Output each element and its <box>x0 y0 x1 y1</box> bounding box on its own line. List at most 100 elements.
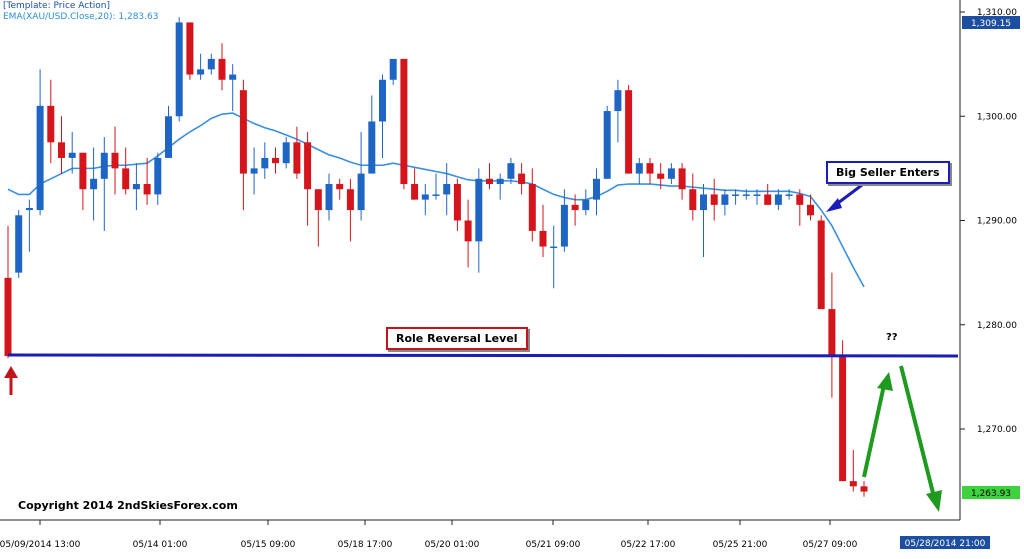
bear-candle <box>860 486 868 492</box>
bull-candle <box>154 157 162 195</box>
bear-candle <box>79 152 87 190</box>
bear-candle <box>764 194 772 205</box>
bear-candle <box>411 184 419 200</box>
bear-candle <box>239 90 247 174</box>
bear-candle <box>186 22 194 75</box>
x-tick-label: 05/09/2014 13:00 <box>0 540 81 550</box>
bull-candle <box>379 79 386 122</box>
bear-candle <box>58 142 65 158</box>
bull-candle <box>614 90 622 112</box>
bull-candle <box>721 194 729 205</box>
bull-candle <box>357 173 365 211</box>
green-up-arrow-icon <box>862 372 893 478</box>
template-label: [Template: Price Action] <box>3 1 110 11</box>
y-tick-label: 1,280.00 <box>977 321 1017 331</box>
bull-candle <box>550 246 558 249</box>
bear-candle <box>528 184 536 231</box>
bear-candle <box>4 277 12 357</box>
bull-candle <box>582 199 590 211</box>
bear-candle <box>314 189 322 211</box>
ema-layer <box>7 112 865 288</box>
bear-candle <box>657 173 665 179</box>
bear-candle <box>464 220 472 242</box>
bear-candle <box>817 220 825 310</box>
bull-candle <box>90 178 98 190</box>
bear-candle <box>346 189 354 211</box>
bear-candle <box>111 152 119 169</box>
bull-candle <box>165 116 172 158</box>
bear-candle <box>689 189 697 211</box>
bear-candle <box>678 168 686 190</box>
bull-candle <box>68 152 76 158</box>
x-tick-label: 05/25 21:00 <box>713 540 768 550</box>
bull-candle <box>432 194 440 196</box>
bull-candle <box>496 178 504 185</box>
bull-candle <box>560 204 568 247</box>
bear-candle <box>304 142 312 190</box>
bull-candle <box>261 157 269 169</box>
plot-background <box>0 0 960 520</box>
bear-candle <box>453 184 461 221</box>
bull-candle <box>15 215 23 273</box>
svg-text:05/28/2014 21:00: 05/28/2014 21:00 <box>905 539 986 549</box>
bear-candle <box>710 194 718 205</box>
y-tick-label: 1,310.00 <box>977 8 1017 18</box>
bear-candle <box>518 173 526 185</box>
candles-layer <box>4 17 868 497</box>
bull-candle <box>132 184 140 190</box>
bear-candle <box>828 309 836 357</box>
bull-candle <box>282 142 290 164</box>
bear-candle <box>807 204 814 216</box>
big-seller-label: Big Seller Enters <box>826 161 950 184</box>
bear-candle <box>218 58 226 80</box>
blue-arrow-icon <box>826 183 863 212</box>
question-label: ?? <box>886 332 898 343</box>
bull-candle <box>507 163 515 179</box>
green-down-arrow-icon <box>899 365 942 512</box>
bull-candle <box>700 194 707 211</box>
x-tick-label: 05/22 17:00 <box>621 540 676 550</box>
bull-candle <box>774 194 782 205</box>
bull-candle <box>175 22 183 117</box>
y-tick-label: 1,290.00 <box>977 217 1017 227</box>
bull-candle <box>785 194 793 196</box>
current-price-badge: 1,263.93 <box>962 486 1020 499</box>
bear-candle <box>272 157 279 164</box>
ema-line <box>7 112 865 288</box>
ema-label: EMA(XAU/USD.Close,20): 1,283.63 <box>3 12 159 22</box>
bear-candle <box>486 178 493 185</box>
bull-candle <box>593 178 600 200</box>
bull-candle <box>25 207 33 211</box>
bull-candle <box>443 184 451 195</box>
bull-candle <box>197 69 205 75</box>
top-price-badge: 1,309.15 <box>962 16 1020 29</box>
bear-candle <box>143 184 151 195</box>
x-tick-label: 05/20 01:00 <box>425 540 480 550</box>
x-tick-label: 05/14 01:00 <box>133 540 188 550</box>
bear-candle <box>796 194 804 205</box>
bull-candle <box>603 111 611 179</box>
bull-candle <box>389 58 397 80</box>
role-reversal-label: Role Reversal Level <box>386 327 528 350</box>
bull-candle <box>475 178 483 242</box>
bull-candle <box>635 163 643 174</box>
bull-candle <box>100 152 108 179</box>
x-tick-label: 05/18 17:00 <box>338 540 393 550</box>
bear-candle <box>625 90 633 174</box>
svg-text:1,263.93: 1,263.93 <box>971 489 1011 499</box>
y-tick-label: 1,270.00 <box>977 425 1017 435</box>
copyright-text: Copyright 2014 2ndSkiesForex.com <box>18 499 238 512</box>
y-tick-label: 1,300.00 <box>977 112 1017 122</box>
x-tick-label: 05/15 09:00 <box>241 540 296 550</box>
bear-candle <box>839 356 847 482</box>
svg-text:1,309.15: 1,309.15 <box>971 19 1011 29</box>
current-date-badge: 05/28/2014 21:00 <box>900 536 990 549</box>
bear-candle <box>293 142 301 174</box>
bear-candle <box>47 105 55 143</box>
bull-candle <box>229 74 237 80</box>
bear-candle <box>336 184 344 190</box>
bull-candle <box>742 194 750 196</box>
bear-candle <box>400 58 408 185</box>
bull-candle <box>421 194 429 200</box>
